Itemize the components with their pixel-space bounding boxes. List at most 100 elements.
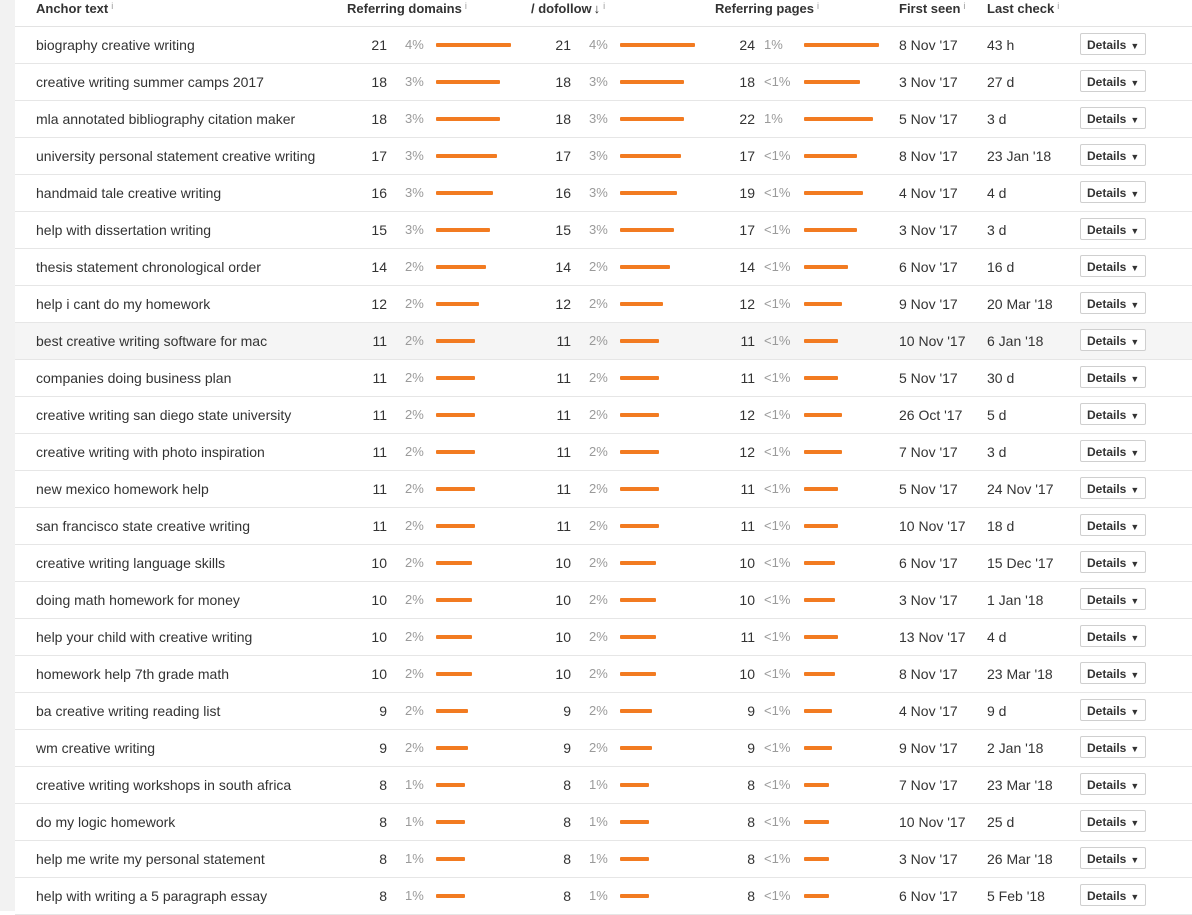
details-dropdown-button[interactable]: Details ▼ bbox=[1080, 33, 1146, 55]
first-seen-date: 10 Nov '17 bbox=[899, 518, 966, 534]
details-button-label: Details bbox=[1087, 222, 1127, 237]
anchor-text[interactable]: handmaid tale creative writing bbox=[36, 185, 222, 201]
anchor-text[interactable]: san francisco state creative writing bbox=[36, 518, 250, 534]
details-dropdown-button[interactable]: Details ▼ bbox=[1080, 70, 1146, 92]
details-dropdown-button[interactable]: Details ▼ bbox=[1080, 144, 1146, 166]
header-dofollow[interactable]: / dofollow ↓ i bbox=[531, 1, 605, 16]
first-seen-date: 13 Nov '17 bbox=[899, 629, 966, 645]
anchor-text[interactable]: companies doing business plan bbox=[36, 370, 232, 386]
referring-pages-bar bbox=[804, 228, 857, 232]
header-first-seen[interactable]: First seen i bbox=[899, 1, 965, 16]
anchor-text[interactable]: new mexico homework help bbox=[36, 481, 209, 497]
details-dropdown-button[interactable]: Details ▼ bbox=[1080, 181, 1146, 203]
details-dropdown-button[interactable]: Details ▼ bbox=[1080, 107, 1146, 129]
header-anchor-text[interactable]: Anchor text i bbox=[36, 1, 113, 16]
info-icon[interactable]: i bbox=[603, 1, 606, 11]
anchor-text[interactable]: help with writing a 5 paragraph essay bbox=[36, 888, 268, 904]
details-dropdown-button[interactable]: Details ▼ bbox=[1080, 588, 1146, 610]
referring-pages-bar bbox=[804, 709, 832, 713]
anchor-text[interactable]: creative writing workshops in south afri… bbox=[36, 777, 292, 793]
details-dropdown-button[interactable]: Details ▼ bbox=[1080, 440, 1146, 462]
details-button-label: Details bbox=[1087, 481, 1127, 496]
referring-pages-bar bbox=[804, 894, 829, 898]
details-dropdown-button[interactable]: Details ▼ bbox=[1080, 292, 1146, 314]
referring-domains-count: 16 bbox=[371, 185, 387, 201]
referring-pages-count: 10 bbox=[739, 666, 755, 682]
referring-pages-count: 19 bbox=[739, 185, 755, 201]
details-dropdown-button[interactable]: Details ▼ bbox=[1080, 847, 1146, 869]
details-dropdown-button[interactable]: Details ▼ bbox=[1080, 810, 1146, 832]
details-dropdown-button[interactable]: Details ▼ bbox=[1080, 736, 1146, 758]
dofollow-bar bbox=[620, 894, 649, 898]
details-dropdown-button[interactable]: Details ▼ bbox=[1080, 329, 1146, 351]
last-check-value: 1 Jan '18 bbox=[987, 592, 1044, 608]
header-referring-domains[interactable]: Referring domains i bbox=[347, 1, 467, 16]
details-dropdown-button[interactable]: Details ▼ bbox=[1080, 255, 1146, 277]
anchor-text[interactable]: mla annotated bibliography citation make… bbox=[36, 111, 296, 127]
details-dropdown-button[interactable]: Details ▼ bbox=[1080, 551, 1146, 573]
anchor-text[interactable]: biography creative writing bbox=[36, 37, 195, 53]
referring-domains-percent: 2% bbox=[405, 592, 424, 607]
dofollow-bar bbox=[620, 302, 663, 306]
info-icon[interactable]: i bbox=[1057, 1, 1060, 11]
referring-domains-percent: 1% bbox=[405, 814, 424, 829]
first-seen-date: 8 Nov '17 bbox=[899, 37, 958, 53]
referring-domains-count: 9 bbox=[379, 703, 387, 719]
anchor-text[interactable]: help your child with creative writing bbox=[36, 629, 253, 645]
details-dropdown-button[interactable]: Details ▼ bbox=[1080, 477, 1146, 499]
anchor-text[interactable]: help i cant do my homework bbox=[36, 296, 211, 312]
referring-domains-percent: 3% bbox=[405, 185, 424, 200]
header-referring-pages[interactable]: Referring pages i bbox=[715, 1, 819, 16]
details-dropdown-button[interactable]: Details ▼ bbox=[1080, 773, 1146, 795]
referring-domains-count: 14 bbox=[371, 259, 387, 275]
details-dropdown-button[interactable]: Details ▼ bbox=[1080, 662, 1146, 684]
anchor-text[interactable]: university personal statement creative w… bbox=[36, 148, 316, 164]
header-last-check[interactable]: Last check i bbox=[987, 1, 1059, 16]
referring-pages-bar bbox=[804, 376, 838, 380]
last-check-value: 27 d bbox=[987, 74, 1015, 90]
referring-domains-bar bbox=[436, 228, 490, 232]
last-check-value: 18 d bbox=[987, 518, 1015, 534]
details-dropdown-button[interactable]: Details ▼ bbox=[1080, 403, 1146, 425]
info-icon[interactable]: i bbox=[111, 1, 114, 11]
details-dropdown-button[interactable]: Details ▼ bbox=[1080, 625, 1146, 647]
anchor-text[interactable]: creative writing with photo inspiration bbox=[36, 444, 265, 460]
info-icon[interactable]: i bbox=[963, 1, 966, 11]
details-dropdown-button[interactable]: Details ▼ bbox=[1080, 514, 1146, 536]
info-icon[interactable]: i bbox=[816, 1, 819, 11]
anchor-text[interactable]: ba creative writing reading list bbox=[36, 703, 221, 719]
referring-pages-percent: <1% bbox=[764, 629, 791, 644]
referring-pages-count: 18 bbox=[739, 74, 755, 90]
dofollow-percent: 2% bbox=[589, 333, 608, 348]
referring-pages-bar bbox=[804, 487, 838, 491]
referring-pages-bar bbox=[804, 117, 873, 121]
details-dropdown-button[interactable]: Details ▼ bbox=[1080, 218, 1146, 240]
referring-pages-count: 22 bbox=[739, 111, 755, 127]
referring-pages-bar bbox=[804, 450, 842, 454]
anchor-text[interactable]: creative writing language skills bbox=[36, 555, 226, 571]
anchor-text[interactable]: doing math homework for money bbox=[36, 592, 240, 608]
details-dropdown-button[interactable]: Details ▼ bbox=[1080, 366, 1146, 388]
table-row: homework help 7th grade math 10 2% 10 2% 10 <1… bbox=[15, 656, 1192, 693]
details-button-label: Details bbox=[1087, 259, 1127, 274]
referring-pages-bar bbox=[804, 524, 838, 528]
caret-down-icon: ▼ bbox=[1130, 447, 1140, 458]
dofollow-bar bbox=[620, 376, 659, 380]
referring-pages-percent: <1% bbox=[764, 851, 791, 866]
details-dropdown-button[interactable]: Details ▼ bbox=[1080, 884, 1146, 906]
caret-down-icon: ▼ bbox=[1130, 595, 1140, 606]
info-icon[interactable]: i bbox=[464, 1, 467, 11]
anchor-text[interactable]: thesis statement chronological order bbox=[36, 259, 261, 275]
dofollow-bar bbox=[620, 228, 674, 232]
details-button-label: Details bbox=[1087, 148, 1127, 163]
anchor-text[interactable]: do my logic homework bbox=[36, 814, 176, 830]
anchor-text[interactable]: help me write my personal statement bbox=[36, 851, 265, 867]
anchor-text[interactable]: creative writing san diego state univers… bbox=[36, 407, 292, 423]
anchor-text[interactable]: homework help 7th grade math bbox=[36, 666, 229, 682]
anchor-text[interactable]: creative writing summer camps 2017 bbox=[36, 74, 264, 90]
referring-domains-percent: 1% bbox=[405, 851, 424, 866]
anchor-text[interactable]: help with dissertation writing bbox=[36, 222, 212, 238]
details-dropdown-button[interactable]: Details ▼ bbox=[1080, 699, 1146, 721]
anchor-text[interactable]: best creative writing software for mac bbox=[36, 333, 268, 349]
anchor-text[interactable]: wm creative writing bbox=[36, 740, 156, 756]
